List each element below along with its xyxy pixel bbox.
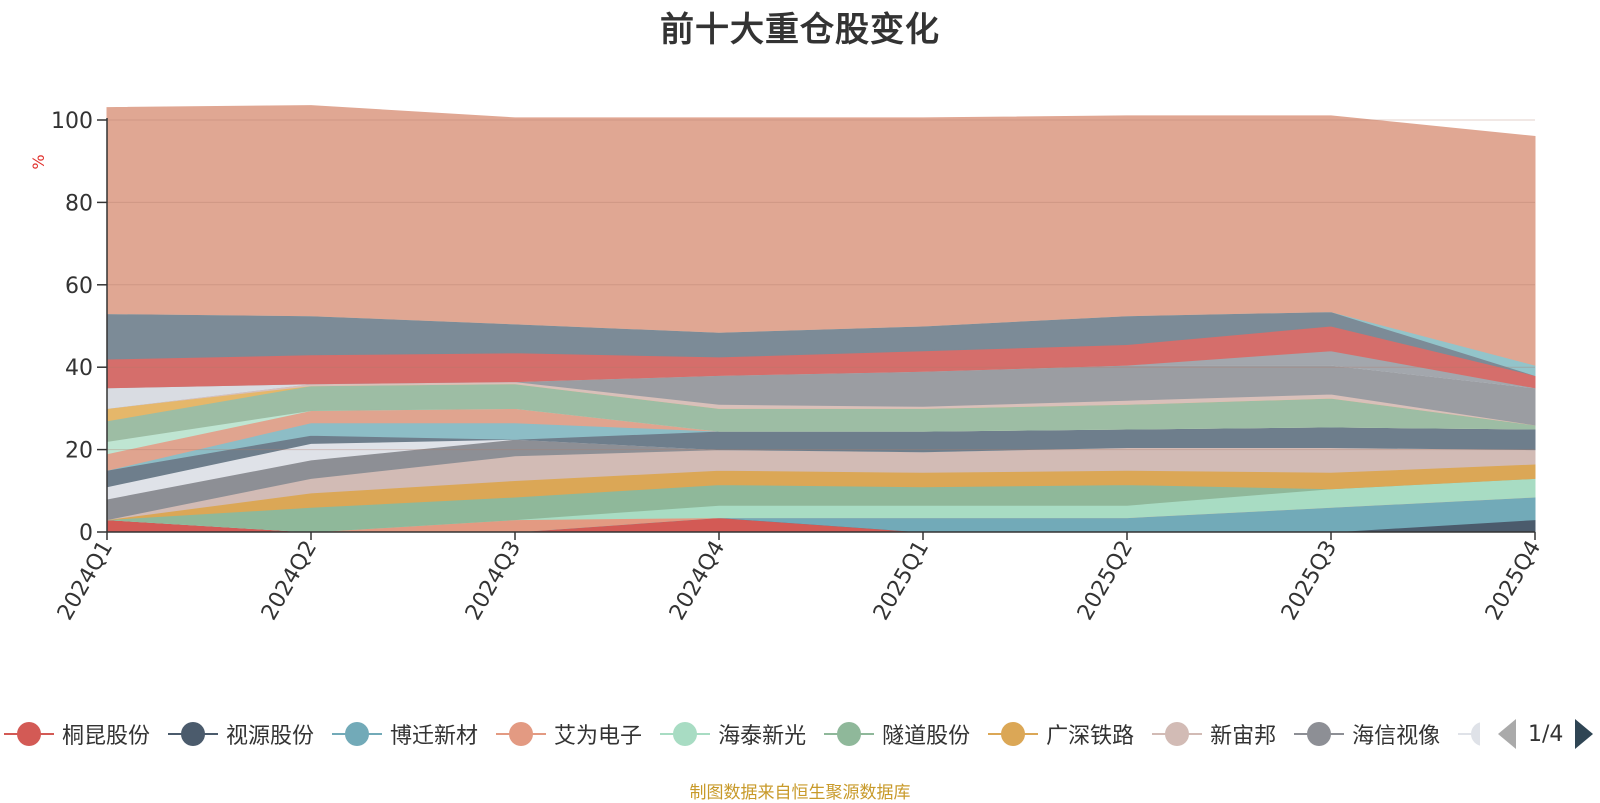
- legend-label: 艾为电子: [554, 724, 643, 749]
- legend-page-indicator: 1/4: [1528, 721, 1564, 747]
- legend-marker-icon: [1152, 721, 1203, 747]
- legend-marker-icon: [1458, 721, 1480, 747]
- area-series-23: [106, 105, 1536, 366]
- legend-label: 广深铁路: [1046, 724, 1135, 749]
- legend-label: 视源股份: [226, 724, 315, 749]
- y-tick-label: 60: [65, 274, 93, 299]
- legend-marker-icon: [496, 721, 547, 747]
- legend-item[interactable]: 海信视像: [1294, 712, 1440, 756]
- legend-label: 海泰新光: [718, 724, 807, 749]
- legend-marker-icon: [824, 721, 875, 747]
- x-tick-label: 2024Q1: [53, 537, 118, 625]
- legend-label: 博迁新材: [390, 724, 479, 749]
- source-note: 制图数据来自恒生聚源数据库: [689, 783, 911, 803]
- y-tick-label: 40: [65, 356, 93, 381]
- legend-item[interactable]: 艾为电子: [496, 712, 642, 756]
- legend-prev-page-icon[interactable]: [1498, 719, 1516, 749]
- x-tick-label: 2025Q4: [1481, 537, 1546, 625]
- legend: 桐昆股份视源股份博迁新材艾为电子海泰新光隧道股份广深铁路新宙邦海信视像中际旭创立…: [0, 712, 1480, 756]
- legend-label: 海信视像: [1352, 724, 1441, 749]
- legend-marker-icon: [660, 721, 711, 747]
- y-tick-label: 0: [79, 521, 93, 546]
- chart-title: 前十大重仓股变化: [660, 10, 940, 50]
- y-tick-label: 20: [65, 439, 93, 464]
- legend-item[interactable]: 中际旭创: [1458, 712, 1480, 756]
- legend-marker-icon: [168, 721, 219, 747]
- legend-next-page-icon[interactable]: [1575, 719, 1594, 749]
- legend-item[interactable]: 海泰新光: [660, 712, 806, 756]
- legend-item[interactable]: 视源股份: [168, 712, 314, 756]
- legend-marker-icon: [332, 721, 383, 747]
- legend-item[interactable]: 广深铁路: [988, 712, 1134, 756]
- legend-label: 桐昆股份: [62, 724, 151, 749]
- legend-marker-icon: [4, 721, 54, 747]
- x-tick-label: 2025Q3: [1277, 537, 1342, 625]
- x-tick-label: 2024Q2: [257, 537, 322, 625]
- y-axis-unit-label: %: [29, 154, 48, 169]
- legend-label: 新宙邦: [1210, 724, 1277, 749]
- legend-item[interactable]: 博迁新材: [332, 712, 478, 756]
- y-tick-label: 80: [65, 191, 93, 216]
- legend-row: 桐昆股份视源股份博迁新材艾为电子海泰新光隧道股份广深铁路新宙邦海信视像中际旭创立…: [4, 712, 1480, 756]
- legend-pager: 1/4: [1498, 716, 1594, 752]
- x-tick-label: 2024Q3: [461, 537, 526, 625]
- legend-item[interactable]: 隧道股份: [824, 712, 970, 756]
- legend-label: 隧道股份: [882, 724, 971, 749]
- x-tick-label: 2025Q1: [869, 537, 934, 625]
- legend-marker-icon: [988, 721, 1039, 747]
- stacked-areas: [106, 105, 1536, 533]
- y-tick-label: 100: [51, 109, 93, 134]
- legend-item[interactable]: 桐昆股份: [4, 712, 150, 756]
- x-tick-label: 2024Q4: [665, 537, 730, 625]
- x-tick-label: 2025Q2: [1073, 537, 1138, 625]
- legend-marker-icon: [1294, 721, 1345, 747]
- legend-item[interactable]: 新宙邦: [1152, 712, 1276, 756]
